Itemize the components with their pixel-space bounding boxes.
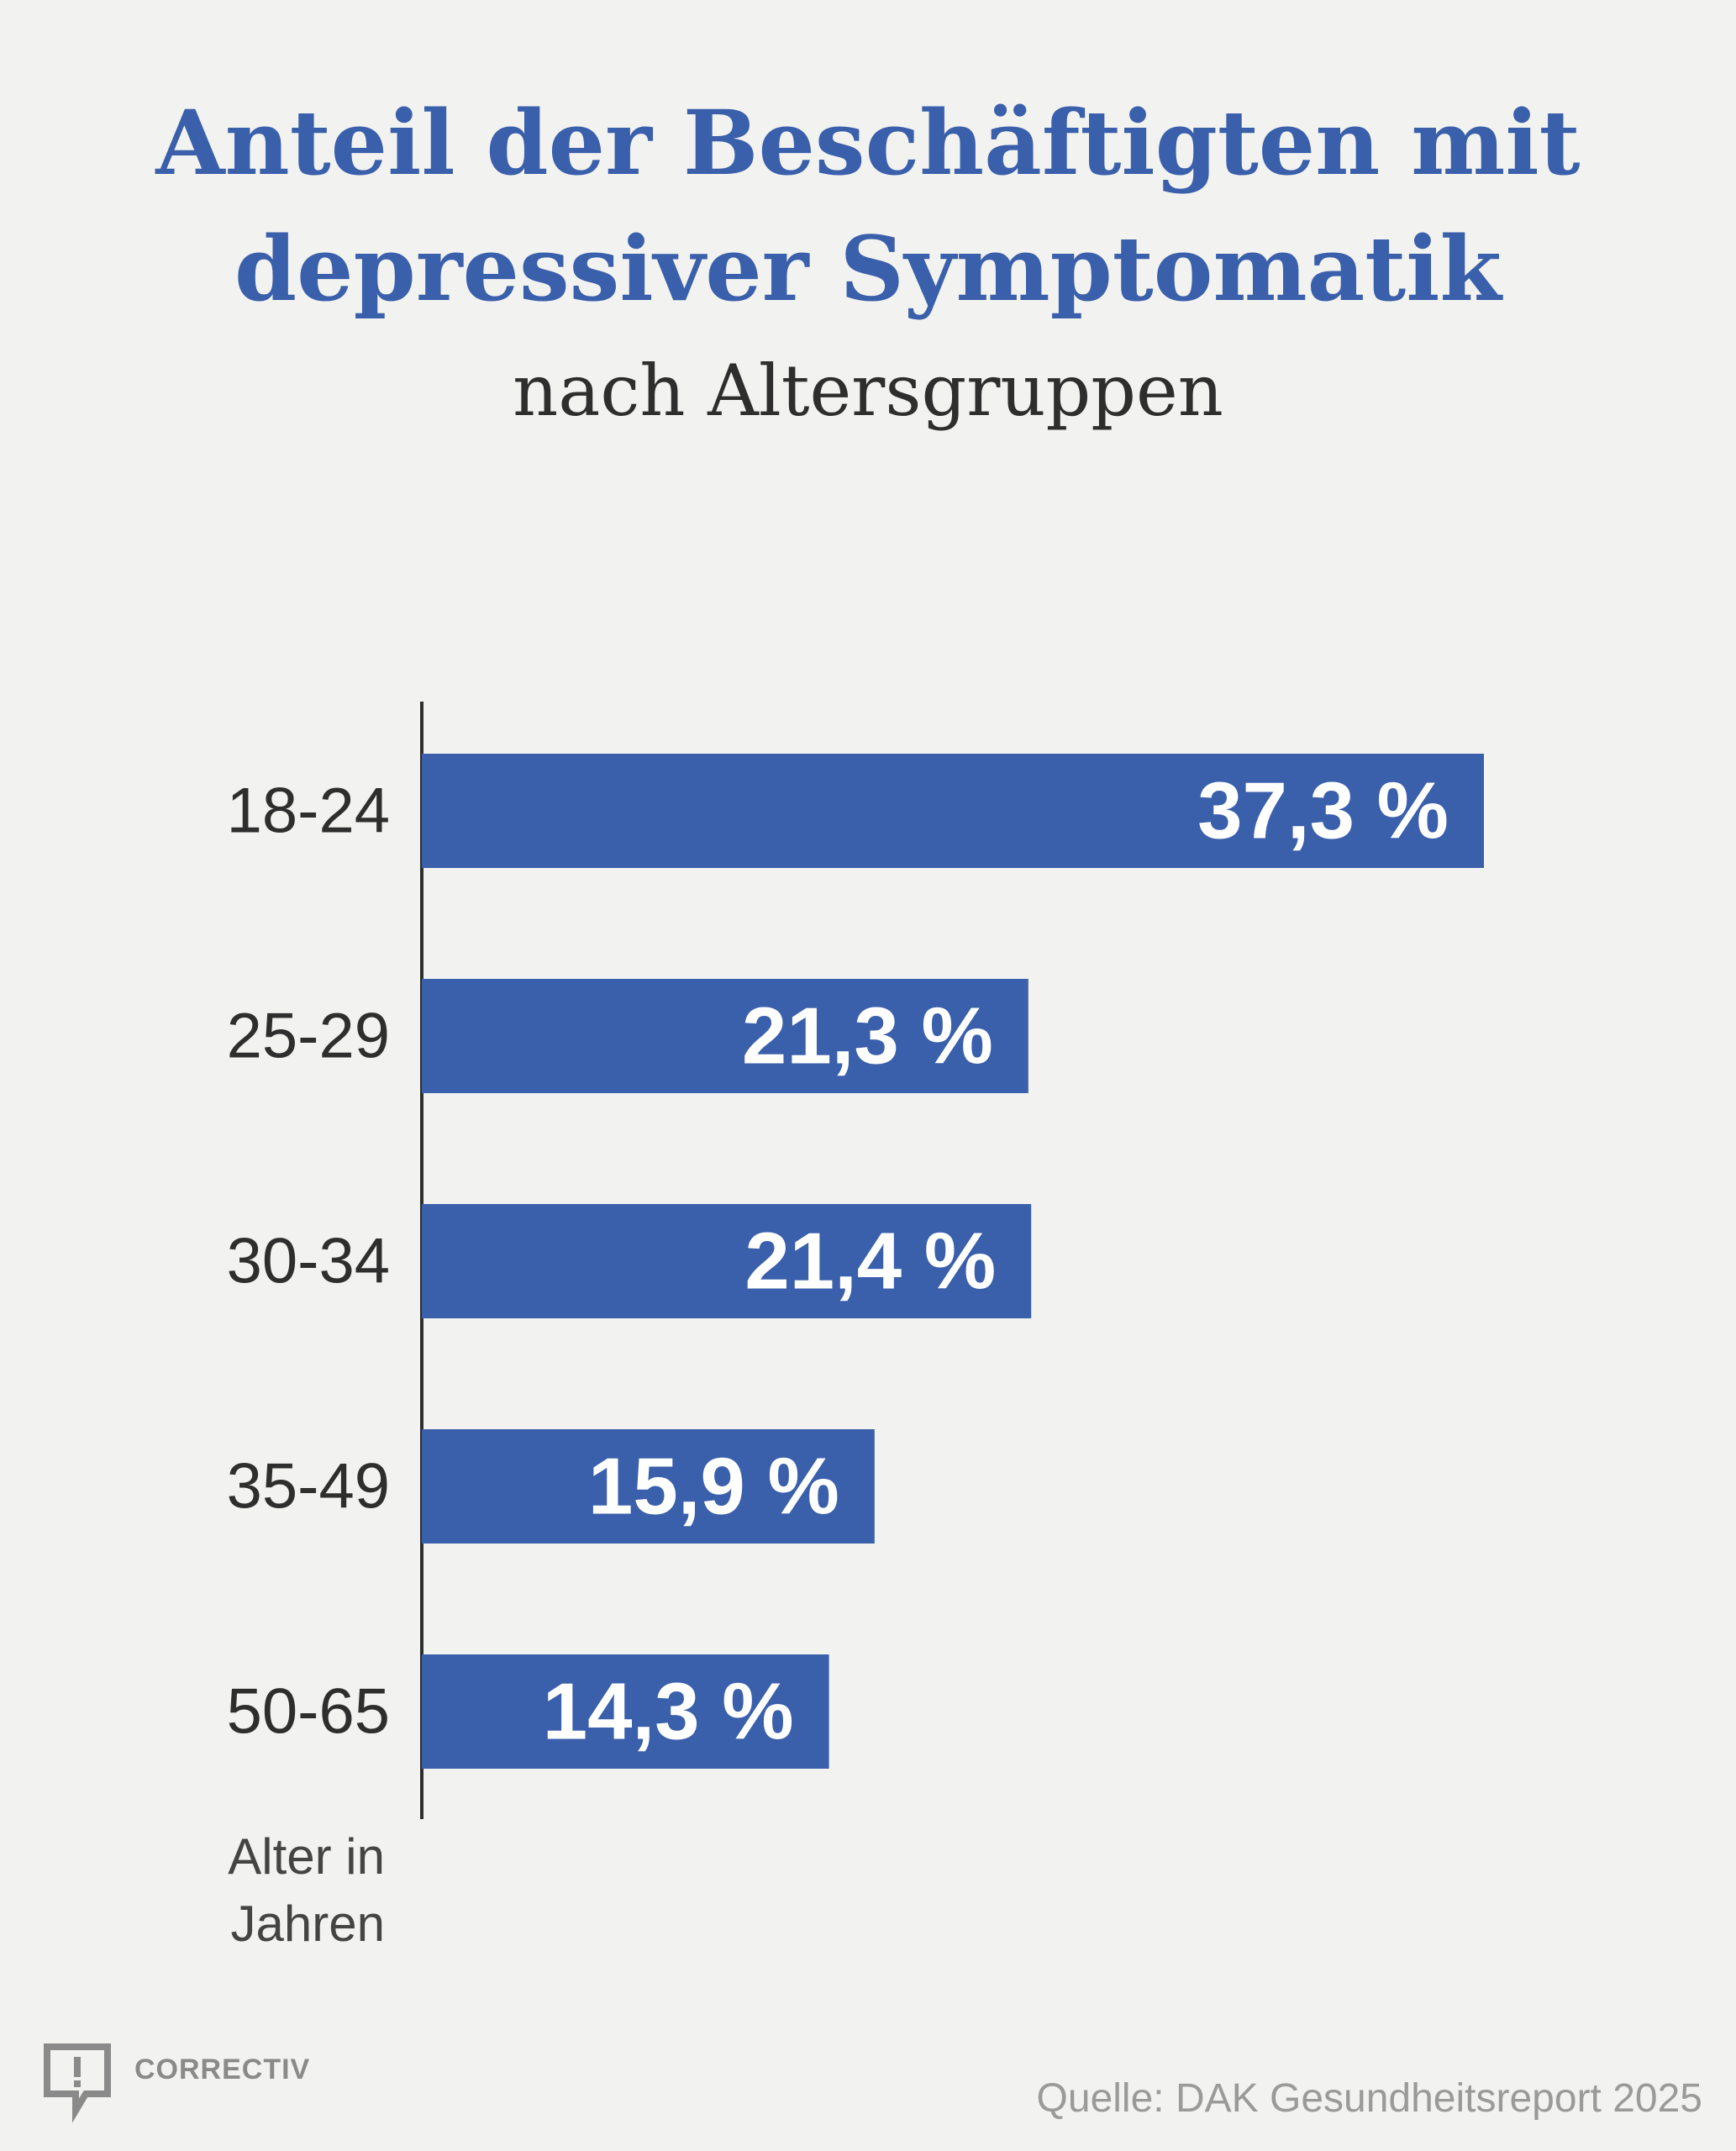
chart-subtitle: nach Altersgruppen (513, 350, 1223, 432)
category-label: 25-29 (227, 1001, 390, 1072)
bar-25-29 (422, 979, 1028, 1093)
bar-50-65 (422, 1654, 829, 1769)
category-label: 18-24 (227, 776, 390, 847)
value-label: 21,3 % (742, 991, 993, 1081)
category-label: 30-34 (227, 1226, 390, 1297)
chart-title: Anteil der Beschäftigten mit depressiver… (0, 80, 1736, 332)
bar-18-24 (422, 754, 1484, 868)
value-label: 14,3 % (543, 1667, 794, 1757)
brand-name: CORRECTIV (134, 2054, 311, 2085)
y-axis-label: Alter in Jahren (228, 1823, 385, 1958)
y-axis-label-line-1: Alter in (228, 1828, 385, 1885)
speech-bubble-exclamation-icon (44, 2043, 111, 2123)
correctiv-logo: CORRECTIV (42, 2040, 310, 2124)
value-label: 21,4 % (744, 1217, 996, 1307)
value-label: 15,9 % (588, 1442, 839, 1532)
bar-30-34 (422, 1204, 1032, 1318)
source-note: Quelle: DAK Gesundheitsreport 2025 (1036, 2076, 1702, 2121)
chart-title-line-2: depressiver Symptomatik (234, 216, 1502, 321)
bar-35-49 (422, 1429, 875, 1544)
y-axis-label-line-2: Jahren (230, 1896, 385, 1952)
value-label: 37,3 % (1197, 766, 1449, 856)
category-label: 35-49 (227, 1451, 390, 1523)
bar-chart: 18-24 37,3 % 25-29 21,3 % 30-34 21,4 % 35-49 15… (227, 702, 1484, 1819)
category-label: 50-65 (227, 1676, 390, 1748)
chart-title-line-1: Anteil der Beschäftigten mit (155, 90, 1581, 195)
